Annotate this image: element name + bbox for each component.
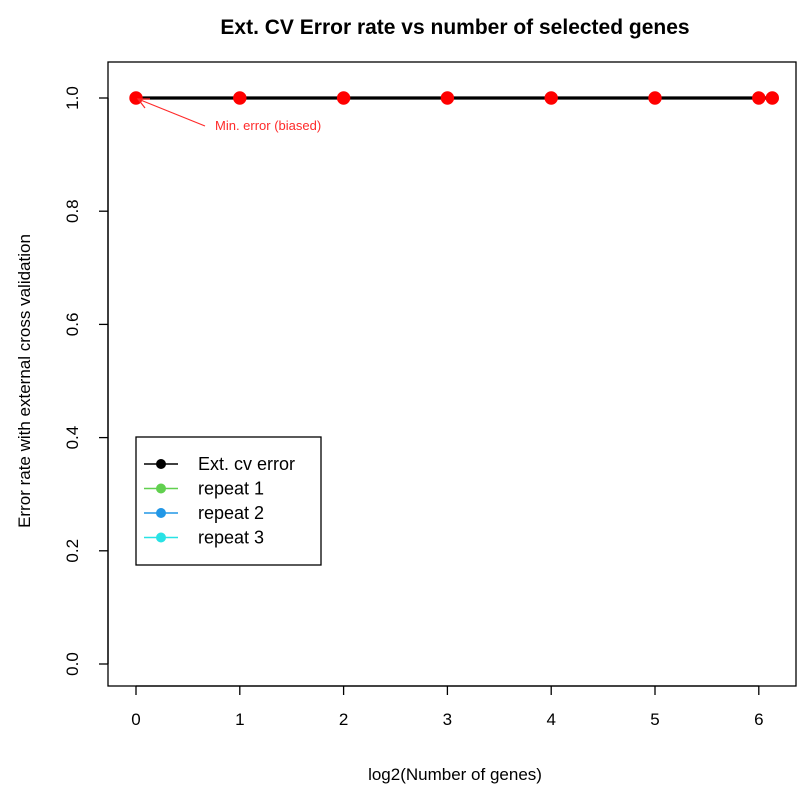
legend-marker: [156, 508, 166, 518]
chart-title: Ext. CV Error rate vs number of selected…: [220, 16, 689, 39]
x-tick-label: 2: [339, 710, 348, 729]
legend-marker: [156, 483, 166, 494]
data-point: [336, 91, 351, 105]
data-point: [440, 91, 455, 105]
y-tick-label: 0.0: [63, 652, 82, 676]
y-tick-label: 0.6: [63, 313, 82, 337]
legend-marker: [156, 459, 166, 469]
data-point: [233, 91, 247, 105]
y-tick-label: 0.8: [63, 199, 82, 223]
x-tick-label: 6: [754, 710, 763, 729]
x-axis: 0 1 2 3 4 5 6: [131, 685, 764, 729]
y-axis: 0.0 0.2 0.4 0.6 0.8 1.0: [63, 86, 109, 676]
x-axis-label: log2(Number of genes): [368, 765, 542, 784]
x-tick-label: 0: [131, 710, 140, 729]
x-tick-label: 4: [546, 710, 555, 729]
data-point: [752, 91, 766, 105]
legend-label: repeat 2: [198, 503, 264, 523]
x-tick-label: 1: [235, 710, 244, 729]
y-axis-label: Error rate with external cross validatio…: [15, 234, 34, 528]
annotation: Min. error (biased): [136, 98, 321, 133]
legend: Ext. cv error repeat 1 repeat 2 repeat 3: [135, 436, 322, 566]
data-point: [544, 91, 558, 105]
y-tick-label: 0.2: [63, 539, 82, 563]
data-point: [765, 91, 779, 105]
x-tick-label: 5: [650, 710, 659, 729]
annotation-arrowhead: [136, 98, 150, 109]
y-tick-label: 1.0: [63, 86, 82, 110]
annotation-arrow: [137, 98, 206, 127]
legend-marker: [156, 532, 166, 543]
series-layer: [129, 91, 779, 105]
y-tick-label: 0.4: [63, 426, 82, 450]
annotation-text: Min. error (biased): [215, 118, 321, 133]
legend-label: repeat 3: [198, 528, 264, 548]
x-tick-label: 3: [443, 710, 452, 729]
legend-box: [135, 436, 322, 566]
legend-label: Ext. cv error: [198, 454, 295, 474]
data-point: [648, 91, 662, 105]
plot-area-frame: [107, 61, 797, 687]
legend-label: repeat 1: [198, 479, 264, 499]
